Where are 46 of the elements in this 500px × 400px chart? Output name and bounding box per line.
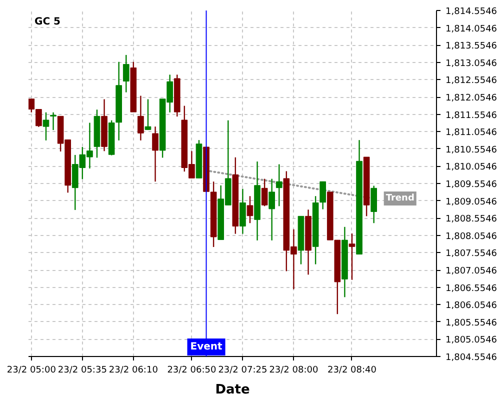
candlestick: [320, 180, 326, 210]
y-tick-label: 1,808.5546: [446, 214, 498, 225]
x-tick-label: 23/2 06:50: [167, 366, 216, 376]
y-tick-label: 1,814.5546: [446, 7, 498, 17]
y-tick-label: 1,813.5546: [446, 42, 498, 52]
x-tick-label: 23/2 08:00: [269, 366, 318, 376]
y-tick-label: 1,807.0546: [446, 266, 498, 276]
y-tick-label: 1,813.0546: [446, 58, 498, 69]
y-tick-label: 1,812.0546: [446, 94, 498, 104]
candlestick: [50, 112, 56, 131]
candlestick: [240, 188, 246, 234]
y-tick-label: 1,809.5546: [446, 180, 498, 190]
y-tick-label: 1,805.0546: [446, 336, 498, 346]
y-tick-label: 1,814.0546: [446, 24, 498, 34]
y-tick-label: 1,810.5546: [446, 145, 498, 156]
y-tick-label: 1,808.0546: [446, 232, 498, 242]
y-tick-label: 1,804.5546: [446, 353, 498, 363]
y-tick-label: 1,812.5546: [446, 76, 498, 86]
y-tick-label: 1,810.0546: [446, 162, 498, 173]
candlestick: [138, 95, 144, 142]
candlestick: [268, 178, 276, 242]
candlestick: [276, 164, 282, 207]
series-label: Trend: [386, 194, 414, 204]
x-axis-title: Date: [215, 382, 250, 398]
x-tick-label: 23/2 08:40: [327, 366, 377, 376]
candlestick: [370, 185, 378, 224]
candlestick: [152, 126, 158, 182]
x-tick-label: 23/2 07:25: [218, 366, 268, 376]
candlestick: [261, 178, 268, 207]
y-tick-label: 1,806.5546: [446, 284, 498, 294]
candlestick: [246, 196, 254, 224]
y-tick-label: 1,811.0546: [446, 128, 498, 138]
x-tick-label: 23/2 05:00: [6, 366, 56, 376]
y-tick-label: 1,809.0546: [446, 197, 498, 208]
candlestick: [42, 112, 50, 142]
x-tick-label: 23/2 06:10: [108, 366, 158, 376]
candlestick: [122, 54, 130, 93]
y-tick-label: 1,807.5546: [446, 249, 498, 260]
y-tick-label: 1,805.5546: [446, 318, 498, 328]
candlestick: [144, 98, 152, 131]
x-tick-label: 23/2 05:35: [58, 366, 107, 376]
text: GC 5: [34, 16, 61, 28]
ref-line-label: Event: [190, 342, 223, 352]
y-tick-label: 1,806.0546: [446, 301, 498, 312]
candlestick: [348, 232, 356, 280]
y-tick-label: 1,811.5546: [446, 110, 498, 121]
